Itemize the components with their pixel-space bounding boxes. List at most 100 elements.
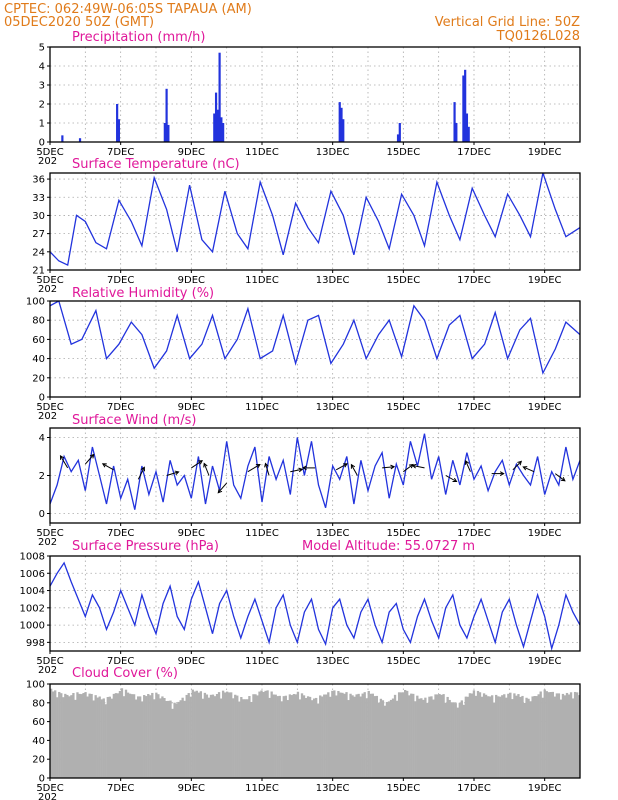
x-tick-label: 9DEC (178, 783, 205, 794)
model-altitude-annotation: Model Altitude: 55.0727 m (302, 539, 475, 554)
wind-vector-head (522, 466, 528, 471)
cloud-column (110, 698, 114, 778)
x-tick-label: 11DEC (245, 656, 279, 667)
cloud-column (339, 692, 342, 778)
cloud-column (258, 691, 261, 778)
cloud-column (108, 696, 111, 778)
y-tick-label: 1 (39, 119, 45, 130)
cloud-column (213, 696, 217, 778)
precip-bar (338, 102, 341, 142)
cloud-column (304, 697, 308, 778)
cloud-column (207, 697, 211, 778)
cloud-column (130, 694, 134, 778)
precip-bar (213, 113, 216, 142)
x-tick-label: 9DEC (178, 402, 205, 413)
cloud-column (541, 697, 544, 778)
precip-bar (455, 123, 458, 142)
x-tick-label: 15DEC (386, 275, 420, 286)
x-tick-label: 5DEC (36, 783, 63, 794)
cloud-column (58, 691, 61, 778)
cloud-column (563, 695, 567, 778)
cloud-column (329, 696, 332, 778)
cloud-column (284, 695, 287, 778)
precipitation-title: Precipitation (mm/h) (72, 30, 205, 45)
precip-bar (116, 104, 119, 142)
precip-bar (464, 69, 467, 142)
x-tick-label: 17DEC (457, 275, 491, 286)
cloud-column (300, 693, 304, 778)
humidity-series-line (50, 301, 580, 375)
y-tick-label: 1002 (20, 603, 45, 614)
wind-vector-head (217, 488, 223, 494)
pressure-panel: Surface Pressure (hPa) Model Altitude: 5… (20, 539, 581, 676)
cloud-column (234, 694, 237, 778)
cloud-column (333, 690, 336, 778)
cloud-column (100, 699, 103, 778)
year-label: 202 (38, 411, 57, 422)
x-tick-label: 19DEC (528, 147, 562, 158)
cloud-column (70, 695, 73, 778)
cloud-column (537, 694, 540, 778)
cloud-column (274, 694, 277, 778)
x-tick-label: 15DEC (386, 528, 420, 539)
cloud-column (470, 693, 474, 778)
cloud-column (54, 690, 57, 778)
cloud-column (393, 694, 397, 778)
x-tick-label: 5DEC (36, 275, 63, 286)
cloud-column (543, 689, 546, 778)
wind-vector (191, 460, 203, 469)
x-tick-label: 15DEC (386, 402, 420, 413)
cloud-column (474, 695, 478, 778)
y-tick-label: 2 (39, 471, 45, 482)
cloud-column (399, 692, 403, 778)
cloud-column (440, 694, 443, 778)
cloud-column (418, 698, 421, 778)
cloud-frame (49, 683, 581, 779)
cloud-column (171, 708, 174, 778)
cloud-column (262, 691, 265, 778)
cloud-column (312, 698, 316, 778)
year-label: 202 (38, 792, 57, 800)
cloud-column (373, 696, 376, 778)
cloud-column (444, 702, 447, 778)
humidity-panel: Relative Humidity (%) 0 20 40 60 80 100 5DEC 7D… (26, 286, 581, 422)
cloud-column (56, 697, 59, 778)
cloud-column (495, 694, 498, 778)
cloud-column (401, 692, 405, 778)
x-tick-label: 11DEC (245, 147, 279, 158)
cloud-column (116, 693, 120, 778)
y-tick-label: 24 (32, 247, 45, 258)
cloud-column (268, 697, 271, 778)
wind-vector-head (264, 462, 269, 468)
cloud-column (252, 694, 255, 778)
cloud-column (448, 699, 451, 778)
cloud-column (141, 701, 144, 778)
wind-vector-head (390, 464, 396, 470)
cloud-column (242, 699, 245, 778)
cloud-column (72, 693, 75, 778)
cloud-column (525, 697, 528, 778)
cloud-column (573, 691, 577, 778)
precip-bar (117, 119, 120, 142)
x-tick-label: 5DEC (36, 147, 63, 158)
wind-vector-head (89, 453, 95, 459)
cloud-column (357, 693, 360, 778)
cloud-column (286, 700, 290, 778)
wind-vector-head (452, 477, 458, 483)
cloud-column (102, 698, 105, 778)
precip-bar (218, 52, 221, 143)
y-tick-label: 20 (32, 755, 45, 766)
cloud-column (238, 701, 241, 778)
cloud-column (478, 692, 482, 778)
cloud-column (547, 692, 550, 778)
cloud-column (519, 696, 522, 778)
y-tick-label: 4 (39, 433, 45, 444)
cloud-column (52, 691, 55, 778)
cloud-column (161, 696, 164, 778)
x-tick-label: 13DEC (316, 402, 350, 413)
cloud-column (86, 696, 89, 778)
cloud-column (361, 693, 364, 778)
cloud-column (561, 693, 565, 778)
cloud-column (535, 696, 538, 778)
cloud-column (383, 705, 387, 778)
